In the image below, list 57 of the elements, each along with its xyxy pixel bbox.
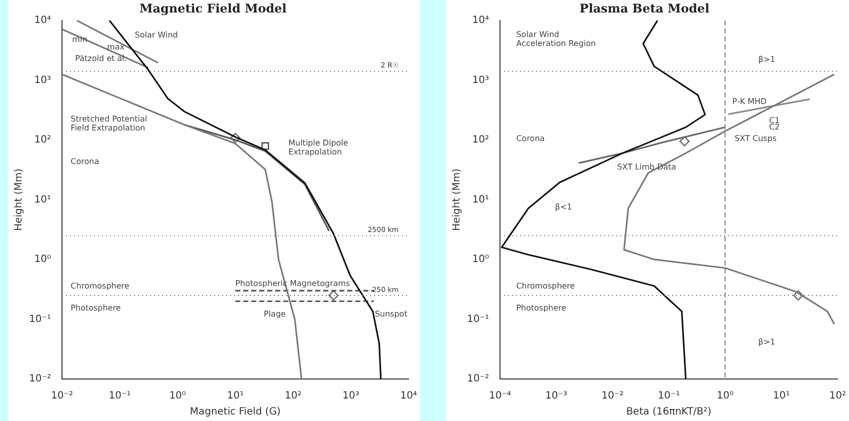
x-axis-title: Beta (16πnKT/B²) — [626, 406, 712, 418]
annotation: β>1 — [758, 338, 776, 346]
y-tick-label: 10³ — [472, 74, 490, 86]
annotation: Photosphere — [516, 303, 566, 312]
chart-title: Plasma Beta Model — [580, 1, 710, 16]
y-axis-title: Height (Mm) — [14, 168, 25, 231]
y-tick-label: 10⁻¹ — [28, 314, 52, 325]
annotation: C2 — [769, 122, 780, 132]
y-tick-label: 10⁻² — [466, 374, 490, 385]
x-tick-label: 10⁰ — [169, 390, 186, 402]
annotation: C1 — [769, 116, 780, 125]
x-tick-label: 10¹ — [226, 390, 244, 402]
y-axis-title: Height (Mm) — [452, 168, 463, 231]
x-tick-label: 10² — [829, 390, 846, 402]
y-tick-label: 10⁰ — [472, 254, 490, 266]
annotation: SXT Limb Data — [617, 162, 676, 172]
y-tick-label: 10¹ — [34, 194, 52, 206]
x-tick-label: 10⁴ — [400, 390, 417, 402]
annotation: P-K MHD — [732, 96, 767, 106]
y-tick-label: 10⁻² — [28, 374, 52, 385]
x-tick-label: 10² — [284, 390, 302, 402]
y-tick-label: 10² — [472, 134, 490, 146]
annotation: Chromosphere — [70, 282, 130, 291]
y-tick-label: 10⁰ — [34, 254, 52, 266]
annotation: Pätzold et al. — [75, 54, 127, 63]
annotation: Sunspot — [374, 310, 408, 319]
chart-title: Magnetic Field Model — [139, 1, 287, 16]
y-tick-label: 10¹ — [472, 194, 490, 206]
annotation: SXT Cusps — [734, 134, 777, 143]
annotation: Multiple Dipole Extrapolation — [288, 138, 348, 156]
y-tick-label: 10⁻¹ — [466, 314, 490, 325]
y-tick-label: 10² — [34, 134, 52, 146]
y-tick-label: 10³ — [34, 74, 52, 86]
annotation: β<1 — [555, 202, 572, 212]
y-tick-label: 10⁴ — [34, 14, 52, 26]
annotation: Solar Wind — [134, 30, 178, 40]
annotation: Corona — [70, 157, 100, 166]
annotation: Solar Wind Acceleration Region — [516, 30, 596, 48]
annotation: Stretched Potential Field Extrapolation — [70, 114, 148, 132]
x-tick-label: 10⁻¹ — [108, 390, 131, 402]
x-tick-label: 10⁻³ — [545, 390, 568, 402]
x-tick-label: 10⁻² — [602, 390, 624, 402]
annotation: Chromosphere — [516, 282, 575, 291]
x-tick-label: 10¹ — [772, 390, 790, 402]
x-axis-title: Magnetic Field (G) — [190, 406, 281, 418]
x-tick-label: 10³ — [342, 390, 360, 402]
annotation: β>1 — [758, 54, 776, 64]
annotation: max — [107, 42, 125, 52]
annotation: Plage — [264, 310, 286, 319]
annotation: Photosphere — [70, 303, 121, 312]
x-tick-label: 10⁻² — [51, 390, 74, 402]
annotation: min — [72, 35, 88, 44]
x-tick-label: 10⁻¹ — [658, 390, 680, 402]
annotation: Corona — [516, 134, 545, 143]
x-tick-label: 10⁻⁴ — [489, 390, 512, 402]
x-tick-label: 10⁰ — [716, 390, 734, 402]
y-tick-label: 10⁴ — [472, 14, 490, 26]
